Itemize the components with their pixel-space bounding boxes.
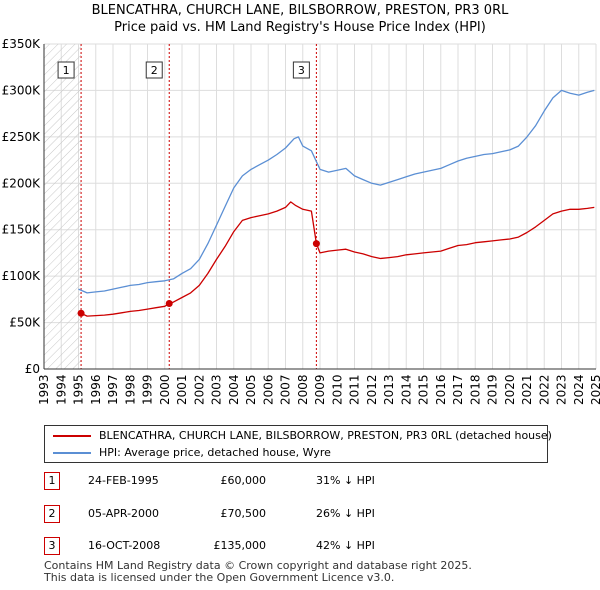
sale-date: 24-FEB-1995 <box>88 474 159 487</box>
sale-label-box <box>292 61 310 79</box>
sale-date: 16-OCT-2008 <box>88 539 161 552</box>
sale-price: £135,000 <box>213 539 267 552</box>
legend: BLENCATHRA, CHURCH LANE, BILSBORROW, PRE… <box>44 425 552 463</box>
x-tick-label: 2001 <box>175 374 189 405</box>
x-tick-label: 1999 <box>141 374 155 405</box>
y-tick-label: £350K <box>2 37 42 51</box>
x-tick-label: 2005 <box>244 374 258 405</box>
x-tick-label: 2022 <box>537 374 551 405</box>
sale-label-box <box>57 61 75 79</box>
sale-hpi-diff: 26% ↓ HPI <box>316 507 375 520</box>
x-tick-label: 2015 <box>417 374 431 405</box>
x-tick-label: 2000 <box>158 374 172 405</box>
x-tick-label: 2013 <box>382 374 396 405</box>
sale-number-badge: 2 <box>44 505 60 523</box>
x-tick-label: 2021 <box>520 374 534 405</box>
x-tick-label: 1995 <box>72 374 86 405</box>
x-tick-label: 2024 <box>572 374 586 405</box>
sale-point <box>312 240 320 248</box>
footer: Contains HM Land Registry data © Crown c… <box>44 560 472 584</box>
y-tick-label: £100K <box>2 269 42 283</box>
sale-point <box>77 309 85 317</box>
x-tick-label: 2011 <box>348 374 362 405</box>
y-tick-label: £50K <box>9 316 41 330</box>
sale-row: 3 16-OCT-2008 £135,000 42% ↓ HPI <box>0 535 600 557</box>
x-tick-label: 1994 <box>54 374 68 405</box>
y-tick-label: £300K <box>2 83 42 97</box>
x-tick-label: 2017 <box>451 374 465 405</box>
x-tick-label: 2023 <box>555 374 569 405</box>
x-tick-label: 2007 <box>279 374 293 405</box>
legend-item-property: BLENCATHRA, CHURCH LANE, BILSBORROW, PRE… <box>53 428 552 444</box>
sale-label-box <box>145 61 163 79</box>
x-tick-label: 2014 <box>399 374 413 405</box>
sale-number-badge: 1 <box>44 472 60 490</box>
x-tick-label: 2006 <box>261 374 275 405</box>
sale-point <box>165 300 173 308</box>
price-chart: 1 2 3 £0 £50K £100K £150K £200K £250K £300K £350K… <box>2 37 600 405</box>
footer-license: This data is licensed under the Open Gov… <box>44 571 395 584</box>
x-tick-label: 2019 <box>486 374 500 405</box>
legend-label-property: BLENCATHRA, CHURCH LANE, BILSBORROW, PRE… <box>99 429 552 442</box>
x-tick-label: 1993 <box>37 374 51 405</box>
y-tick-label: £0 <box>25 362 40 376</box>
x-tick-label: 2018 <box>468 374 482 405</box>
x-tick-label: 2016 <box>434 374 448 405</box>
x-tick-label: 2012 <box>365 374 379 405</box>
legend-item-hpi: HPI: Average price, detached house, Wyre <box>53 445 331 461</box>
sale-price: £60,000 <box>220 474 267 487</box>
x-tick-label: 2002 <box>192 374 206 405</box>
x-tick-label: 2008 <box>296 374 310 405</box>
y-tick-label: £150K <box>2 223 42 237</box>
x-tick-label: 1996 <box>89 374 103 405</box>
x-tick-label: 2020 <box>503 374 517 405</box>
series-hpi-line <box>78 89 595 294</box>
x-tick-label: 2003 <box>210 374 224 405</box>
sale-number-badge: 3 <box>44 537 60 555</box>
hatched-region <box>44 44 82 369</box>
sale-hpi-diff: 42% ↓ HPI <box>316 539 375 552</box>
sale-label-text: 3 <box>298 64 305 77</box>
y-tick-label: £250K <box>2 130 42 144</box>
x-tick-label: 1998 <box>123 374 137 405</box>
x-tick-label: 2004 <box>227 374 241 405</box>
footer-copyright: Contains HM Land Registry data © Crown c… <box>44 559 472 572</box>
legend-swatch-property <box>53 435 91 437</box>
sale-row: 2 05-APR-2000 £70,500 26% ↓ HPI <box>0 503 600 525</box>
x-tick-label: 1997 <box>106 374 120 405</box>
chart-title-line1: BLENCATHRA, CHURCH LANE, BILSBORROW, PRE… <box>91 3 509 18</box>
sale-row: 1 24-FEB-1995 £60,000 31% ↓ HPI <box>0 470 600 492</box>
sale-price: £70,500 <box>220 507 267 520</box>
chart-title-line2: Price paid vs. HM Land Registry's House … <box>114 20 486 35</box>
sale-label-text: 2 <box>151 64 158 77</box>
x-tick-label: 2009 <box>313 374 327 405</box>
legend-swatch-hpi <box>53 452 91 454</box>
y-tick-label: £200K <box>2 176 42 190</box>
sale-date: 05-APR-2000 <box>88 507 160 520</box>
sale-hpi-diff: 31% ↓ HPI <box>316 474 375 487</box>
sale-label-text: 1 <box>63 64 70 77</box>
x-tick-label: 2025 <box>589 374 600 405</box>
x-tick-label: 2010 <box>330 374 344 405</box>
legend-label-hpi: HPI: Average price, detached house, Wyre <box>99 446 331 459</box>
